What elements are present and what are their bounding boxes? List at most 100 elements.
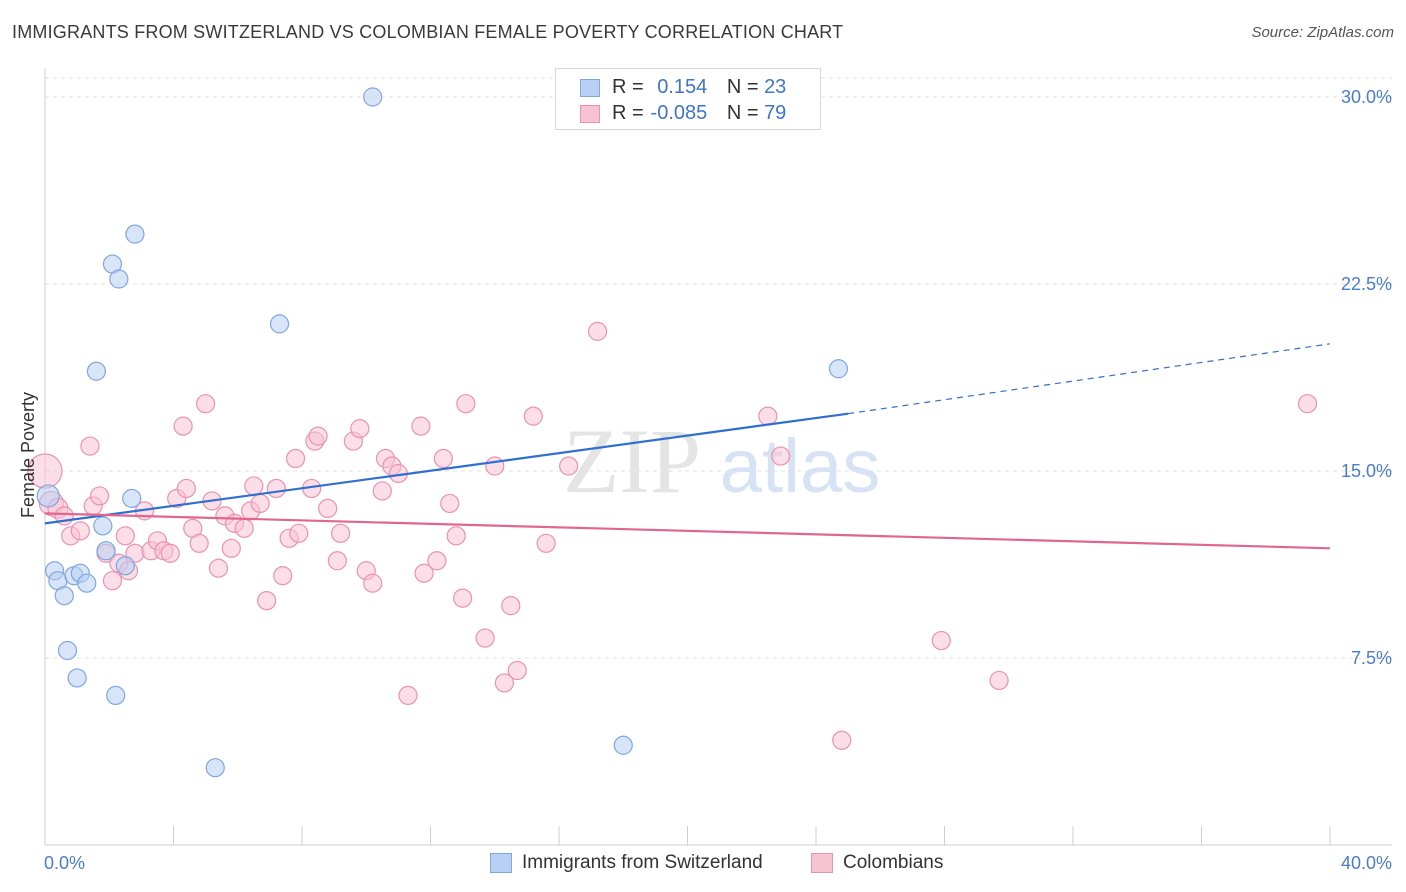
y-tick-label: 22.5% <box>1341 274 1392 294</box>
colombian-point <box>501 596 521 616</box>
y-tick-label: 30.0% <box>1341 87 1392 107</box>
colombian-point <box>475 628 495 648</box>
bottom-swatch-blue <box>490 853 512 873</box>
colombian-point <box>70 521 90 541</box>
colombian-point <box>308 426 328 446</box>
switzerland-point <box>77 573 97 593</box>
y-axis-label: Female Poverty <box>18 392 38 518</box>
colombian-point <box>102 571 123 591</box>
colombian-point <box>414 563 434 583</box>
axes: 7.5% 15.0% 22.5% 30.0% 0.0% 40.0% <box>44 68 1392 873</box>
watermark-atlas: atlas <box>720 424 881 509</box>
trend-lines <box>44 343 1331 550</box>
switzerland-point <box>54 586 74 606</box>
legend-swatch-pink <box>580 105 600 123</box>
switzerland-point <box>115 556 135 576</box>
colombian-point <box>176 478 196 499</box>
colombian-point <box>931 630 951 651</box>
colombian-point <box>285 448 306 469</box>
switzerland-point <box>125 224 145 244</box>
legend-n-label: N = <box>726 76 759 98</box>
switzerland-point <box>363 87 383 107</box>
colombian-point <box>446 526 466 546</box>
colombian-point <box>832 730 852 750</box>
legend-swatch-blue <box>580 79 600 97</box>
switzerland-trend-line <box>44 412 849 525</box>
switzerland-point <box>205 758 225 778</box>
colombian-point <box>485 456 505 476</box>
watermark-zip: ZIP <box>563 410 701 512</box>
colombian-point <box>234 518 254 538</box>
colombian-point <box>115 526 135 546</box>
legend-n-label: N = <box>726 102 759 124</box>
colombian-point <box>273 566 293 586</box>
watermark: ZIP atlas <box>563 410 880 512</box>
bottom-legend-label: Colombians <box>843 852 944 873</box>
grid <box>45 77 1392 659</box>
switzerland-point <box>613 735 633 755</box>
colombian-point <box>244 476 264 496</box>
source-credit: Source: ZipAtlas.com <box>1251 24 1394 41</box>
switzerland-point <box>57 640 78 661</box>
colombian-point <box>523 406 543 426</box>
colombian-point <box>318 498 338 518</box>
legend-n-value: 79 <box>764 102 787 124</box>
legend-r-value: 0.154 <box>657 76 708 98</box>
colombian-point <box>494 673 514 693</box>
colombian-point <box>433 448 453 469</box>
colombian-point <box>173 416 193 436</box>
legend-r-value: -0.085 <box>650 102 708 124</box>
colombian-point <box>398 685 418 706</box>
colombian-point <box>559 456 579 476</box>
legend-r-label: R = <box>612 76 644 98</box>
colombian-point <box>80 436 100 456</box>
colombian-point <box>250 493 270 514</box>
colombian-point <box>257 591 277 611</box>
colombian-point <box>587 321 608 341</box>
correlation-legend: R = 0.154 N = 23 R = -0.085 N = 79 <box>555 68 821 130</box>
colombian-point <box>411 416 431 436</box>
colombian-point <box>440 493 460 514</box>
colombian-point <box>160 543 180 563</box>
switzerland-point <box>109 269 129 289</box>
y-tick-label: 15.0% <box>1341 461 1392 481</box>
colombian-point <box>289 523 309 543</box>
colombian-point <box>266 478 286 499</box>
colombian-point <box>196 394 216 414</box>
bottom-legend-label: Immigrants from Switzerland <box>522 852 763 873</box>
switzerland-point <box>93 516 113 536</box>
x-tick-label: 0.0% <box>44 853 85 873</box>
colombian-point <box>453 588 473 608</box>
switzerland-point <box>67 668 87 688</box>
legend-n-value: 23 <box>764 76 787 98</box>
legend-r-label: R = <box>612 102 644 124</box>
colombian-point <box>1297 394 1318 414</box>
colombian-point <box>189 533 209 553</box>
chart-title: IMMIGRANTS FROM SWITZERLAND VS COLOMBIAN… <box>12 22 844 42</box>
colombian-trend-line <box>44 512 1331 550</box>
switzerland-point <box>106 685 126 706</box>
colombian-point <box>536 533 556 553</box>
switzerland-point <box>122 488 142 509</box>
colombian-point <box>507 660 527 681</box>
switzerland-point <box>86 361 107 381</box>
switzerland-point <box>96 541 116 561</box>
switzerland-point <box>269 314 290 334</box>
colombian-point <box>771 446 791 466</box>
bottom-swatch-pink <box>811 853 833 873</box>
colombian-point <box>427 551 447 571</box>
colombian-point <box>221 538 241 558</box>
colombian-point <box>208 558 229 578</box>
colombian-point <box>989 670 1009 691</box>
colombian-point <box>456 394 476 414</box>
colombian-point <box>90 486 110 506</box>
switzerland-point <box>828 359 849 379</box>
y-tick-label: 7.5% <box>1351 648 1392 668</box>
colombian-point <box>330 523 351 543</box>
colombian-point <box>758 406 778 426</box>
colombian-point <box>372 481 392 501</box>
colombian-point <box>327 551 347 571</box>
x-tick-label: 40.0% <box>1341 853 1392 873</box>
colombian-point <box>363 573 383 593</box>
